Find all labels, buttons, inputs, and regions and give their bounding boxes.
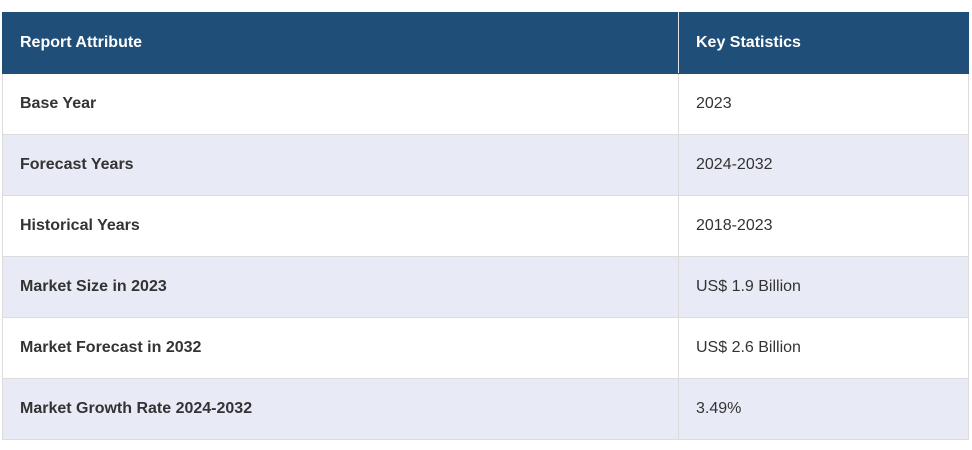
table-row: Market Forecast in 2032 US$ 2.6 Billion xyxy=(2,317,969,379)
table-row: Base Year 2023 xyxy=(2,73,969,135)
table-row: Market Growth Rate 2024-2032 3.49% xyxy=(2,378,969,440)
attribute-cell: Market Forecast in 2032 xyxy=(2,317,679,379)
attribute-cell: Forecast Years xyxy=(2,134,679,196)
attribute-cell: Base Year xyxy=(2,73,679,135)
attribute-cell: Historical Years xyxy=(2,195,679,257)
stats-table: Report Attribute Key Statistics Base Yea… xyxy=(2,12,969,440)
statistic-cell: 2018-2023 xyxy=(678,195,969,257)
table-row: Forecast Years 2024-2032 xyxy=(2,134,969,196)
header-cell: Key Statistics xyxy=(678,12,969,74)
attribute-cell: Market Growth Rate 2024-2032 xyxy=(2,378,679,440)
statistic-cell: US$ 2.6 Billion xyxy=(678,317,969,379)
table-head: Report Attribute Key Statistics xyxy=(2,12,969,74)
table-body: Base Year 2023 Forecast Years 2024-2032 Hist… xyxy=(2,73,969,440)
statistic-cell: 2024-2032 xyxy=(678,134,969,196)
header-cell: Report Attribute xyxy=(2,12,679,74)
statistic-cell: 2023 xyxy=(678,73,969,135)
statistic-cell: US$ 1.9 Billion xyxy=(678,256,969,318)
statistic-cell: 3.49% xyxy=(678,378,969,440)
table-row: Historical Years 2018-2023 xyxy=(2,195,969,257)
attribute-cell: Market Size in 2023 xyxy=(2,256,679,318)
stats-table-wrapper: Report Attribute Key Statistics Base Yea… xyxy=(2,12,969,440)
table-row: Market Size in 2023 US$ 1.9 Billion xyxy=(2,256,969,318)
header-row: Report Attribute Key Statistics xyxy=(2,12,969,74)
